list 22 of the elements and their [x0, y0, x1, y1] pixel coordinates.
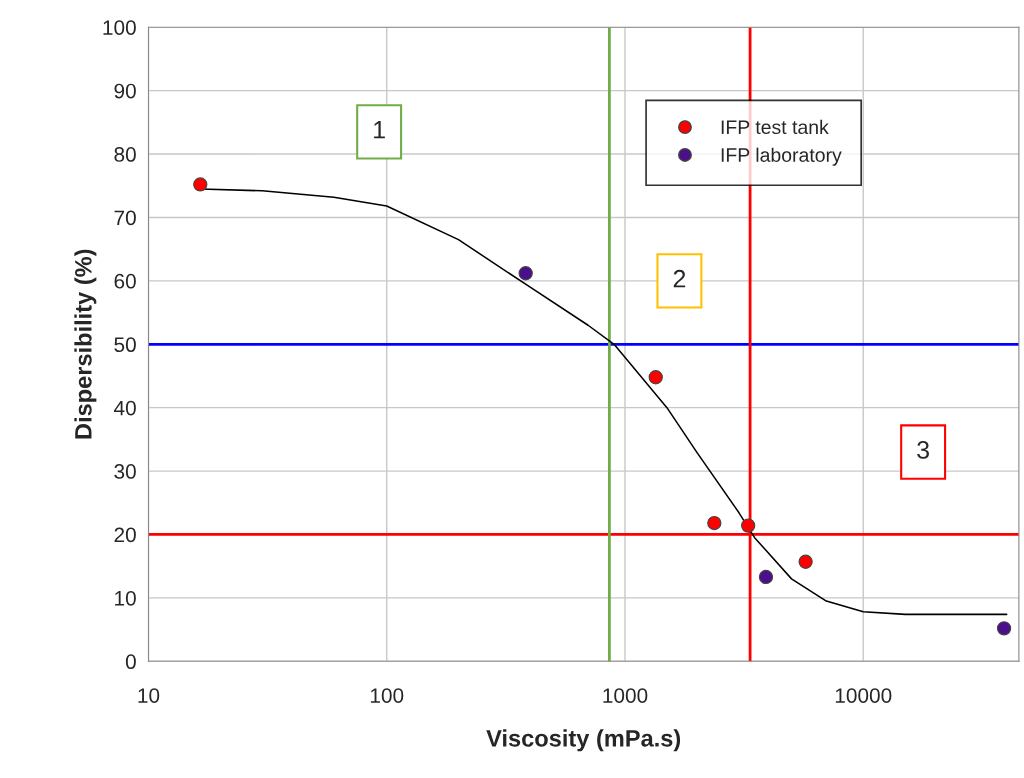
- y-tick-label: 20: [114, 527, 136, 543]
- legend-label: IFP test tank: [721, 119, 829, 135]
- y-axis-title: Dispersibility (%): [74, 249, 97, 439]
- y-tick-label: 50: [114, 337, 136, 353]
- y-tick-label: 40: [113, 400, 136, 416]
- x-tick-label: 100: [370, 688, 404, 703]
- y-tick-label: 90: [114, 83, 136, 99]
- annotation: 1: [374, 121, 385, 139]
- x-axis-title: Viscosity (mPa.s): [486, 729, 681, 752]
- annotation: 2: [673, 269, 686, 288]
- y-tick-label: 70: [114, 210, 136, 226]
- legend-label: IFP laboratory: [721, 147, 842, 166]
- y-tick-label: 10: [115, 590, 136, 606]
- y-tick-label: 100: [103, 20, 136, 35]
- x-tick-label: 1000: [603, 688, 648, 703]
- annotation: 3: [917, 441, 929, 459]
- y-tick-label: 0: [125, 654, 136, 670]
- y-tick-label: 60: [114, 273, 136, 289]
- y-tick-label: 80: [114, 147, 136, 162]
- y-tick-label: 30: [114, 464, 136, 479]
- x-tick-label: 10: [138, 688, 160, 703]
- x-tick-label: 10000: [835, 688, 892, 703]
